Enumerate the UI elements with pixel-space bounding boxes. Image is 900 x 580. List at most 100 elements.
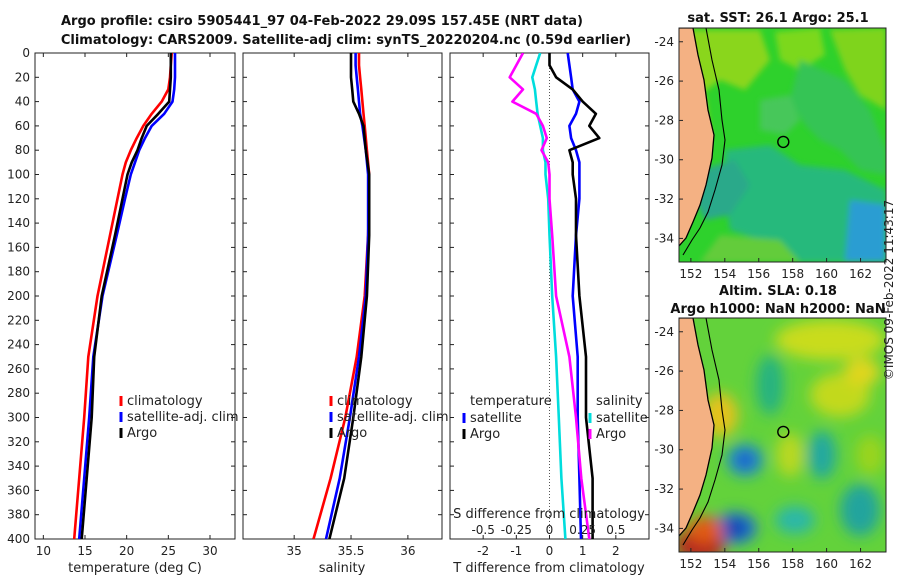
sst-map-frame [678, 27, 887, 263]
difference-top-xlabel: S difference from climatology [453, 507, 645, 522]
y-tick-label: 240 [7, 338, 30, 352]
top-x-tick-label: 0.25 [569, 523, 596, 537]
x-tick-label: 0 [546, 544, 554, 558]
lon-tick-label: 162 [849, 557, 872, 571]
lat-tick-label: -24 [654, 325, 674, 339]
top-x-tick-label: -0.25 [501, 523, 532, 537]
top-x-tick-label: 0.5 [606, 523, 625, 537]
y-tick-label: 280 [7, 386, 30, 400]
y-tick-label: 80 [15, 143, 30, 157]
lon-tick-label: 160 [815, 267, 838, 281]
legend-title-salinity: salinity [596, 394, 643, 409]
lon-tick-label: 158 [781, 557, 804, 571]
legend-label: Argo [337, 426, 367, 441]
y-tick-label: 400 [7, 532, 30, 546]
y-tick-label: 380 [7, 508, 30, 522]
sst-map-field [679, 28, 886, 262]
legend-label: satellite [596, 411, 648, 426]
x-tick-label: 20 [119, 544, 134, 558]
legend-label: climatology [127, 394, 203, 409]
x-tick-label: 30 [202, 544, 217, 558]
y-tick-label: 260 [7, 362, 30, 376]
lon-tick-label: 152 [679, 267, 702, 281]
legend-label: Argo [470, 427, 500, 442]
y-tick-label: 300 [7, 411, 30, 425]
x-tick-label: -1 [510, 544, 522, 558]
temperature-xlabel: temperature (deg C) [68, 561, 202, 576]
legend-label: satellite-adj. clim [337, 410, 449, 425]
sst-map-patches [688, 28, 886, 262]
top-x-tick-label: -0.5 [471, 523, 494, 537]
lat-tick-label: -32 [654, 192, 674, 206]
sla-map-panel: Altim. SLA: 0.18 Argo h1000: NaN h2000: … [654, 284, 887, 571]
top-x-tick-label: 0 [546, 523, 554, 537]
x-tick-label: 36 [400, 544, 415, 558]
legend-label: satellite-adj. clim [127, 410, 239, 425]
lat-tick-label: -26 [654, 74, 674, 88]
x-tick-label: 1 [579, 544, 587, 558]
sla-map-title-line2: Argo h1000: NaN h2000: NaN [670, 302, 885, 317]
lat-tick-label: -28 [654, 403, 674, 417]
sla-map-title-line1: Altim. SLA: 0.18 [719, 284, 837, 299]
salinity-xlabel: salinity [319, 561, 366, 576]
salinity-panel: 35 35.5 36 salinity climatologysatellite-a… [242, 52, 449, 576]
series-line-argo [80, 53, 173, 539]
lon-tick-label: 158 [781, 267, 804, 281]
lon-tick-label: 156 [747, 557, 770, 571]
lon-tick-label: 154 [713, 267, 736, 281]
temperature-axes-frame [34, 52, 236, 540]
y-tick-label: 140 [7, 216, 30, 230]
difference-xlabel: T difference from climatology [452, 561, 645, 576]
legend-label: satellite [470, 411, 522, 426]
lat-tick-label: -24 [654, 35, 674, 49]
y-tick-label: 320 [7, 435, 30, 449]
x-tick-label: 35.5 [338, 544, 365, 558]
imos-timestamp: ©IMOS 09-Feb-2022 11:43:17 [882, 200, 896, 380]
shelf-contour [682, 28, 726, 256]
legend-label: Argo [127, 426, 157, 441]
lat-tick-label: -34 [654, 231, 674, 245]
series-line-salinity-argo [508, 53, 591, 539]
y-tick-label: 20 [15, 70, 30, 84]
y-tick-label: 100 [7, 168, 30, 182]
sla-map-field [679, 318, 886, 552]
y-tick-label: 60 [15, 119, 30, 133]
lat-tick-label: -26 [654, 364, 674, 378]
x-tick-label: 10 [36, 544, 51, 558]
land-australia [679, 28, 714, 246]
legend-title-temperature: temperature [470, 394, 552, 409]
y-tick-label: 360 [7, 483, 30, 497]
figure-title-line1: Argo profile: csiro 5905441_97 04-Feb-20… [61, 14, 583, 29]
lat-tick-label: -32 [654, 482, 674, 496]
difference-panel: -2 -1 0 1 2 S difference from climatology -0… [449, 52, 650, 576]
coastline [679, 28, 715, 247]
y-tick-label: 40 [15, 95, 30, 109]
shelf-contour-sla [682, 318, 726, 546]
x-tick-label: 15 [77, 544, 92, 558]
x-tick-label: 35 [287, 544, 302, 558]
y-tick-label: 180 [7, 265, 30, 279]
argo-location-marker-sla [777, 425, 790, 439]
lon-tick-label: 152 [679, 557, 702, 571]
lon-tick-label: 160 [815, 557, 838, 571]
y-tick-label: 220 [7, 313, 30, 327]
x-tick-label: 25 [161, 544, 176, 558]
y-tick-label: 200 [7, 289, 30, 303]
series-line-temperature-argo [548, 53, 601, 539]
series-line-climatology [72, 53, 173, 539]
y-tick-label: 120 [7, 192, 30, 206]
lat-tick-label: -30 [654, 153, 674, 167]
lon-tick-label: 154 [713, 557, 736, 571]
x-tick-label: -2 [477, 544, 489, 558]
x-tick-label: 2 [612, 544, 620, 558]
series-line-temperature-satellite [566, 53, 583, 539]
sla-map-frame [678, 317, 887, 553]
series-line-argo [328, 53, 371, 539]
figure-title-line2: Climatology: CARS2009. Satellite-adj cli… [61, 33, 631, 48]
lat-tick-label: -28 [654, 113, 674, 127]
y-tick-label: 160 [7, 240, 30, 254]
sst-map-panel: sat. SST: 26.1 Argo: 25.1 -24 -26 -28 -30 -3… [654, 11, 887, 281]
legend-label: Argo [596, 427, 626, 442]
sst-map-title: sat. SST: 26.1 Argo: 25.1 [687, 11, 868, 26]
